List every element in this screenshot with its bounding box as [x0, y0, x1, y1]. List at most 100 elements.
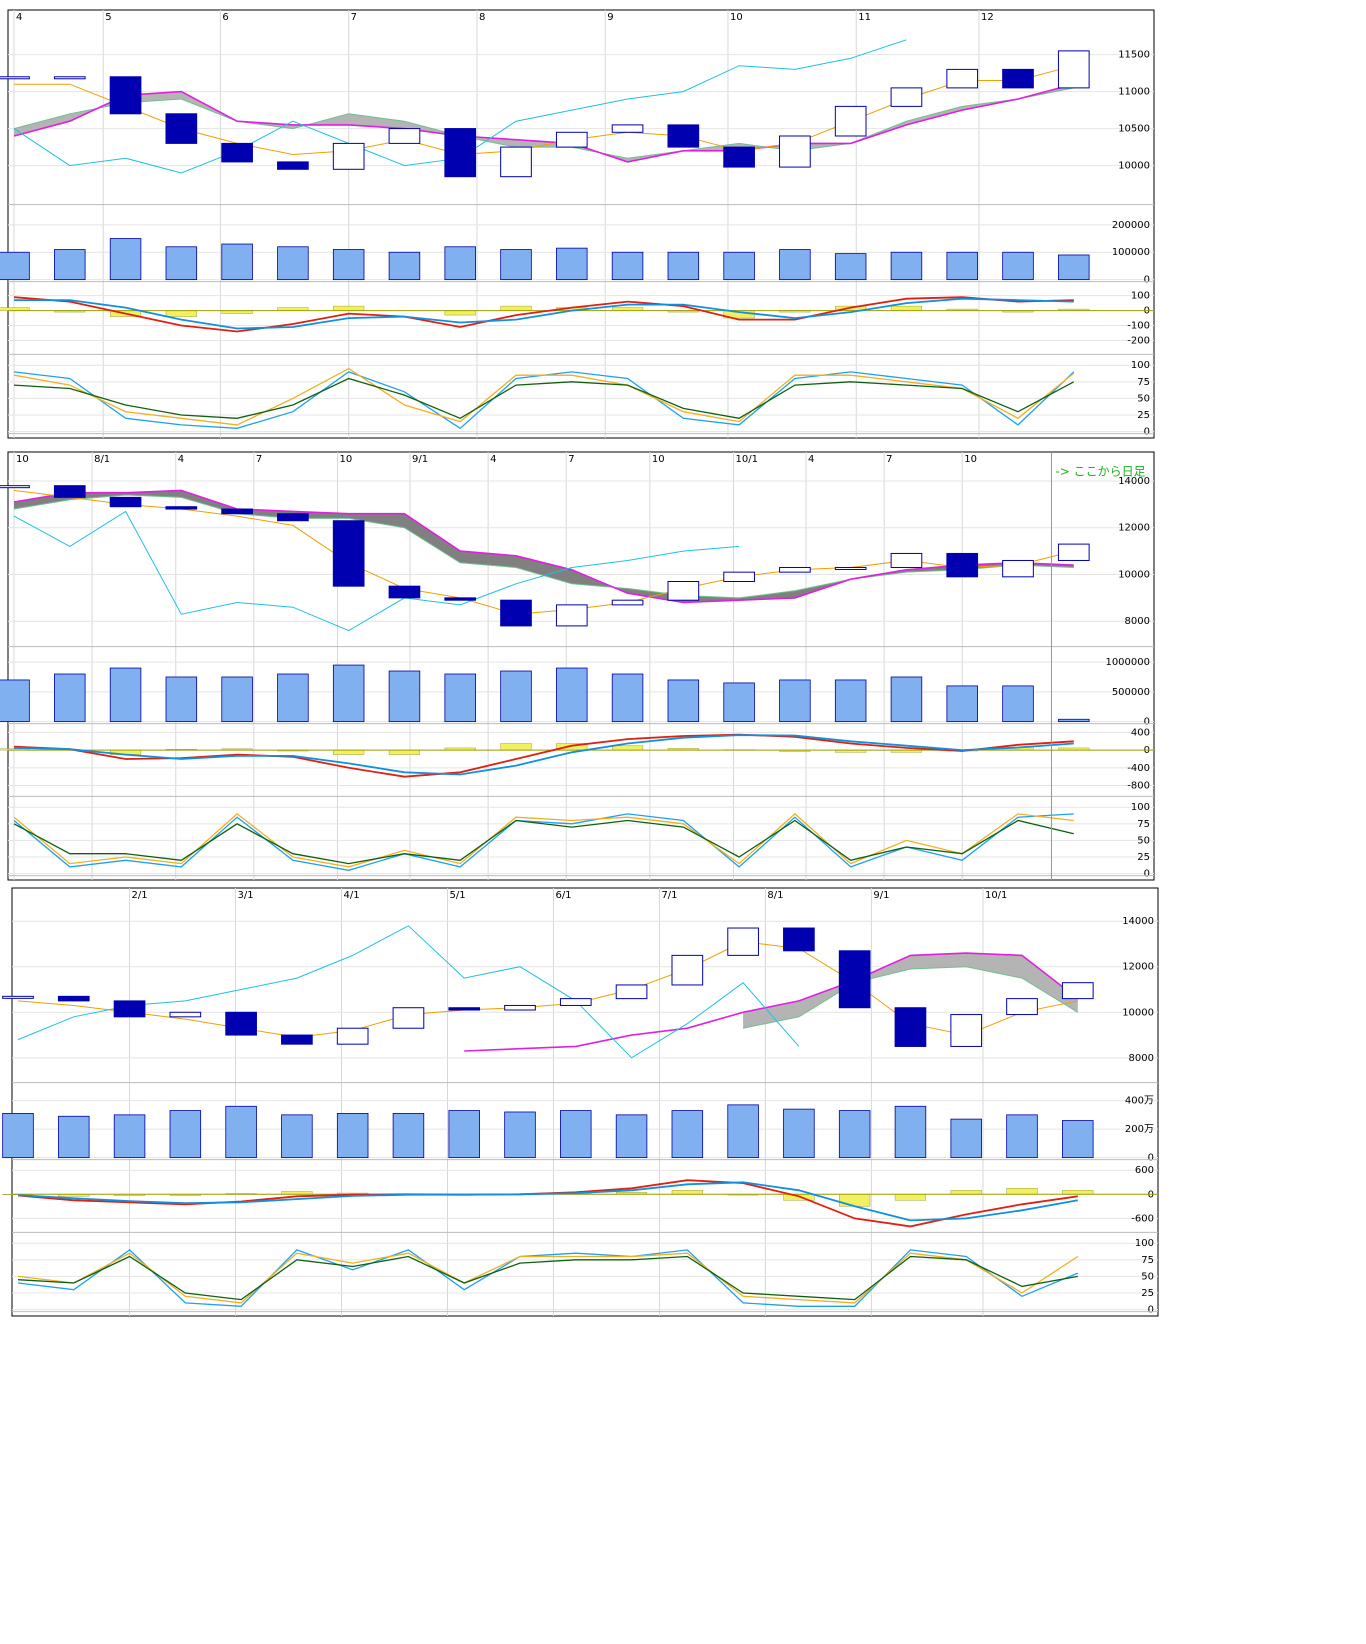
- candle: [890, 87, 923, 107]
- line: [17, 1249, 1079, 1307]
- ichimoku-cloud: [743, 953, 1078, 1029]
- macd-histogram: [333, 305, 365, 311]
- volume-bar: [109, 238, 142, 281]
- y-tick-label: 100: [1135, 1238, 1154, 1249]
- ichimoku-cloud: [14, 84, 1074, 162]
- volume-bar: [448, 1110, 480, 1159]
- candle: [277, 161, 309, 170]
- line: [13, 296, 1074, 333]
- volume-bar: [556, 247, 588, 281]
- candle: [165, 506, 198, 510]
- volume-bar: [946, 251, 978, 281]
- candle: [109, 76, 142, 115]
- candle: [336, 1027, 369, 1045]
- volume-bar: [615, 1114, 648, 1159]
- x-tick-label: 8/1: [767, 890, 783, 901]
- y-tick-label: 0: [1148, 1153, 1154, 1164]
- y-tick-label: -800: [1127, 781, 1150, 792]
- candle: [0, 485, 30, 489]
- volume-bar: [1002, 685, 1034, 723]
- volume-bar: [225, 1105, 257, 1159]
- y-tick-label: 200万: [1125, 1124, 1154, 1135]
- y-tick-label: 75: [1141, 1255, 1154, 1266]
- candle: [0, 76, 30, 80]
- candle: [448, 1007, 481, 1011]
- y-tick-label: 10500: [1118, 124, 1150, 135]
- y-tick-label: 10000: [1118, 569, 1150, 580]
- candle: [500, 599, 532, 627]
- y-tick-label: 1000000: [1105, 657, 1150, 668]
- candle: [611, 599, 644, 606]
- x-tick-label: 2/1: [132, 890, 148, 901]
- y-tick-label: 75: [1137, 819, 1150, 830]
- x-tick-label: 10/1: [985, 890, 1007, 901]
- line: [13, 734, 1074, 776]
- candle: [555, 131, 588, 148]
- y-tick-label: 50: [1137, 835, 1150, 846]
- line: [13, 510, 740, 632]
- candle: [444, 597, 477, 601]
- x-tick-label: 4: [178, 454, 184, 465]
- y-tick-label: 0: [1144, 869, 1150, 880]
- macd-histogram: [500, 743, 532, 751]
- volume-bar: [332, 249, 365, 281]
- candle: [444, 128, 477, 178]
- volume-bar: [54, 249, 86, 281]
- y-tick-label: 10000: [1118, 161, 1150, 172]
- line: [13, 813, 1074, 868]
- candle: [388, 585, 421, 599]
- y-tick-label: 50: [1137, 393, 1150, 404]
- x-tick-label: 7: [886, 454, 892, 465]
- macd-histogram: [165, 310, 197, 317]
- y-tick-label: 0: [1144, 275, 1150, 286]
- chart-frame: [11, 887, 1159, 1317]
- y-tick-label: 100: [1131, 291, 1150, 302]
- chart-frame: [7, 451, 1155, 881]
- y-tick-label: 50: [1141, 1271, 1154, 1282]
- y-tick-label: 12000: [1122, 962, 1154, 973]
- line: [13, 367, 1075, 426]
- x-tick-label: 7/1: [661, 890, 677, 901]
- line: [13, 813, 1074, 871]
- candle: [671, 954, 704, 986]
- volume-bar: [109, 667, 142, 723]
- macd-histogram: [333, 749, 365, 755]
- volume-bar: [444, 246, 476, 281]
- volume-bar: [444, 673, 476, 723]
- line: [13, 83, 1075, 163]
- y-tick-label: 25: [1141, 1288, 1154, 1299]
- volume-bar: [950, 1118, 982, 1159]
- x-tick-label: 7: [351, 12, 357, 23]
- y-tick-label: 14000: [1122, 916, 1154, 927]
- y-tick-label: 400: [1131, 727, 1150, 738]
- macd-histogram: [894, 1194, 927, 1201]
- line: [13, 377, 1075, 420]
- candle: [838, 950, 871, 1009]
- volume-bar: [1058, 718, 1090, 723]
- candle: [615, 984, 648, 1000]
- y-tick-label: 0: [1144, 427, 1150, 438]
- volume-bar: [388, 670, 421, 723]
- volume-bar: [611, 673, 644, 723]
- candle: [834, 105, 867, 137]
- y-tick-label: 0: [1148, 1305, 1154, 1316]
- y-tick-label: 8000: [1129, 1053, 1154, 1064]
- volume-bar: [894, 1105, 927, 1159]
- x-tick-label: 10/1: [736, 454, 758, 465]
- candle: [834, 566, 867, 570]
- volume-bar: [779, 249, 811, 281]
- candle: [57, 995, 90, 1002]
- x-tick-label: 7: [568, 454, 574, 465]
- candle: [723, 571, 755, 582]
- line: [14, 297, 1074, 330]
- candle: [1057, 50, 1090, 89]
- candle: [890, 552, 923, 568]
- candle: [500, 146, 532, 178]
- candle: [1002, 559, 1034, 578]
- x-tick-label: 12: [981, 12, 994, 23]
- volume-bar: [671, 1110, 704, 1159]
- volume-bar: [221, 676, 253, 723]
- candle: [667, 124, 700, 148]
